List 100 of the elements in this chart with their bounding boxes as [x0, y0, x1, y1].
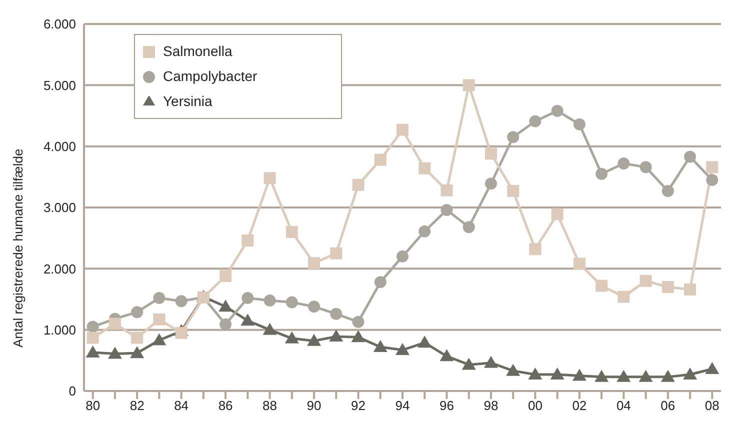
point — [616, 370, 631, 382]
point — [528, 367, 542, 380]
point — [596, 280, 608, 292]
point — [307, 334, 322, 346]
point — [262, 322, 277, 335]
point — [484, 178, 497, 190]
point — [640, 274, 652, 287]
point — [153, 292, 166, 304]
point — [374, 154, 386, 166]
legend-label: Salmonella — [163, 43, 232, 59]
point — [152, 333, 166, 346]
point — [462, 358, 476, 370]
point — [286, 296, 298, 308]
x-tick-label: 94 — [395, 398, 410, 414]
legend-label: Yersinia — [163, 93, 212, 109]
point — [108, 346, 122, 359]
x-tick-label: 04 — [616, 398, 631, 414]
point — [220, 318, 232, 330]
point — [638, 370, 653, 382]
point — [242, 292, 254, 304]
x-tick-label: 06 — [660, 398, 676, 414]
y-tick-label: 6.000 — [43, 16, 76, 32]
point — [683, 367, 698, 380]
point — [440, 204, 453, 216]
point — [373, 340, 388, 352]
x-tick-label: 00 — [528, 398, 542, 414]
point — [684, 283, 696, 296]
point — [706, 174, 718, 186]
point — [330, 247, 342, 260]
y-tick-label: 4.000 — [43, 138, 76, 154]
point — [462, 221, 475, 234]
y-tick-label: 5.000 — [43, 78, 76, 93]
point — [131, 332, 144, 344]
point — [330, 308, 342, 320]
y-tick-label: 3.000 — [43, 200, 76, 216]
point — [175, 326, 188, 339]
point — [573, 118, 586, 130]
point — [218, 300, 233, 312]
point — [284, 331, 299, 344]
x-tick-label: 84 — [174, 398, 189, 414]
point — [242, 234, 254, 247]
point — [684, 150, 696, 163]
point — [418, 225, 431, 238]
point — [396, 343, 410, 356]
point — [264, 294, 276, 306]
point — [507, 131, 520, 144]
x-tick-label: 08 — [704, 398, 720, 414]
x-tick-label: 92 — [351, 398, 366, 414]
x-tick-label: 02 — [572, 398, 587, 414]
point — [484, 148, 497, 160]
point — [440, 184, 453, 196]
point — [130, 346, 144, 358]
x-tick-label: 98 — [484, 398, 498, 414]
point — [418, 162, 431, 174]
point — [660, 370, 675, 382]
point — [594, 370, 609, 382]
point — [705, 362, 720, 374]
point — [264, 172, 276, 184]
y-tick-label: 0 — [68, 384, 76, 399]
point — [86, 345, 100, 358]
point — [308, 300, 320, 313]
y-tick-label: 2.000 — [43, 261, 76, 276]
point — [440, 349, 454, 362]
point — [551, 208, 564, 220]
point — [529, 115, 542, 128]
point — [640, 161, 652, 174]
point — [551, 104, 564, 117]
point — [175, 295, 188, 308]
x-tick-label: 80 — [86, 398, 100, 414]
point — [507, 184, 520, 197]
x-tick-label: 88 — [262, 398, 278, 414]
point — [706, 161, 718, 174]
point — [662, 281, 674, 294]
y-axis-title: Antal registrerede humane tilfælde — [10, 148, 26, 348]
point — [396, 250, 408, 262]
point — [572, 368, 586, 381]
legend-label: Campolybacter — [163, 68, 258, 84]
point — [352, 178, 364, 191]
point — [153, 313, 166, 326]
point — [131, 306, 144, 318]
point — [618, 157, 630, 170]
x-tick-label: 96 — [440, 398, 454, 414]
point — [352, 316, 364, 328]
point — [329, 330, 344, 342]
point — [596, 168, 608, 180]
x-tick-label: 90 — [306, 398, 322, 414]
point — [108, 318, 121, 330]
point — [374, 276, 386, 288]
point — [484, 356, 498, 368]
point — [550, 367, 564, 380]
point — [662, 184, 674, 197]
x-tick-label: 82 — [130, 398, 144, 414]
point — [86, 320, 99, 333]
point — [351, 330, 366, 342]
point — [286, 226, 298, 238]
x-tick-label: 86 — [218, 398, 233, 414]
point — [529, 243, 542, 256]
point — [220, 270, 232, 282]
point — [462, 79, 475, 92]
y-tick-label: 1.000 — [43, 322, 76, 338]
